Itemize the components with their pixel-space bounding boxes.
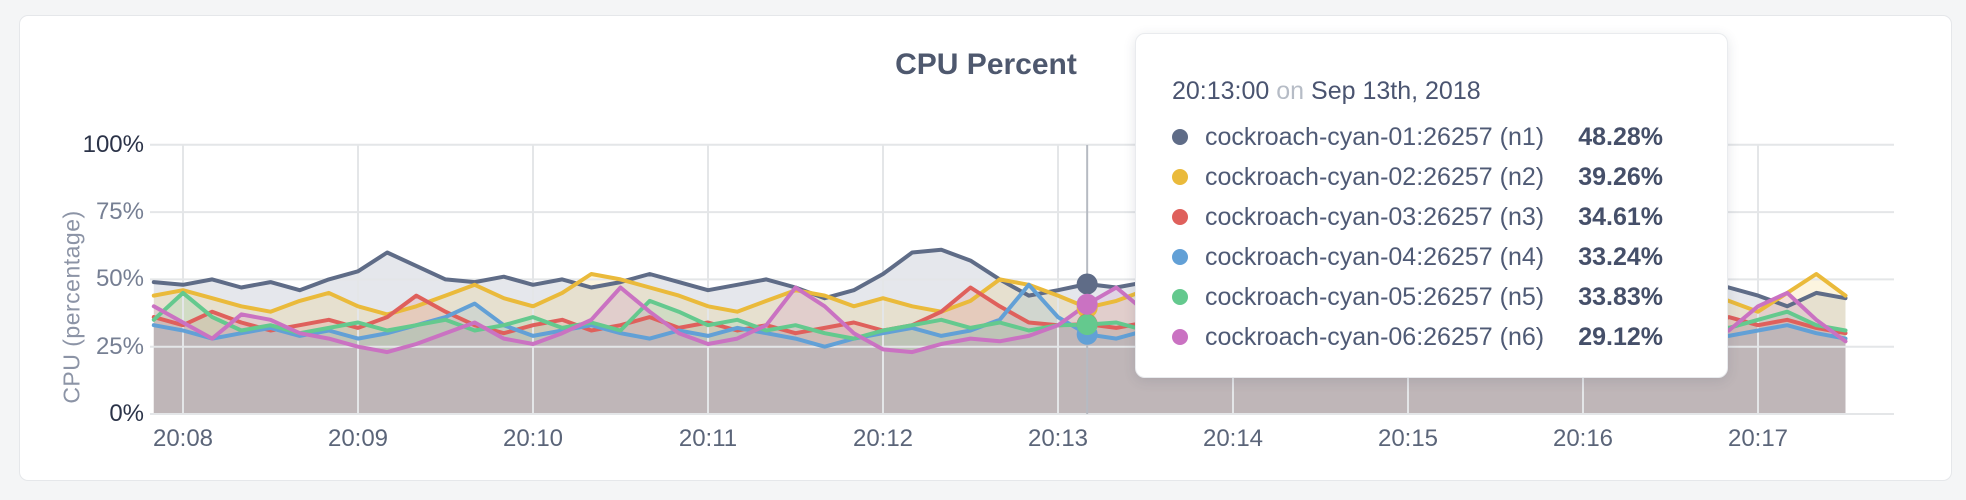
hover-dot-n6: [1076, 293, 1098, 315]
tooltip-row: cockroach-cyan-02:26257 (n2) 39.26%: [1172, 157, 1663, 197]
tooltip-time: 20:13:00: [1172, 77, 1270, 105]
x-tick-label: 20:15: [1377, 425, 1439, 452]
tooltip-row: cockroach-cyan-04:26257 (n4) 33.24%: [1172, 237, 1663, 277]
series-value: 33.24%: [1578, 243, 1663, 271]
series-color-dot-icon: [1172, 289, 1188, 305]
x-tick-label: 20:13: [1027, 425, 1089, 452]
series-value: 34.61%: [1578, 203, 1663, 231]
x-tick-label: 20:08: [152, 425, 214, 452]
series-area-n6: [153, 287, 1846, 414]
series-color-dot-icon: [1172, 249, 1188, 265]
tooltip-row: cockroach-cyan-01:26257 (n1) 48.28%: [1172, 117, 1663, 157]
series-name: cockroach-cyan-05:26257 (n5): [1205, 283, 1545, 311]
x-tick-label: 20:10: [502, 425, 564, 452]
y-tick-label: 0%: [109, 400, 144, 427]
y-tick-label: 100%: [82, 130, 144, 158]
series-name: cockroach-cyan-01:26257 (n1): [1205, 123, 1545, 151]
series-value: 48.28%: [1578, 123, 1663, 151]
series-value: 33.83%: [1578, 283, 1663, 311]
series-color-dot-icon: [1172, 169, 1188, 185]
x-tick-label: 20:12: [852, 425, 914, 452]
series-color-dot-icon: [1172, 129, 1188, 145]
tooltip-series-list: cockroach-cyan-01:26257 (n1) 48.28% cockro…: [1172, 117, 1663, 357]
tooltip-timestamp: 20:13:00 on Sep 13th, 2018: [1172, 74, 1663, 108]
x-tick-label: 20:09: [327, 425, 389, 452]
x-tick-label: 20:16: [1552, 425, 1614, 452]
hover-dot-n5: [1076, 314, 1098, 336]
tooltip-row: cockroach-cyan-05:26257 (n5) 33.83%: [1172, 277, 1663, 317]
hover-tooltip: 20:13:00 on Sep 13th, 2018 cockroach-cya…: [1135, 33, 1728, 378]
y-tick-label: 75%: [95, 198, 144, 226]
series-value: 29.12%: [1578, 323, 1663, 351]
x-tick-label: 20:14: [1202, 425, 1264, 452]
series-area-n4: [153, 284, 1846, 414]
series-area-n5: [153, 292, 1846, 414]
chart-title: CPU Percent: [895, 48, 1077, 81]
x-tick-label: 20:17: [1727, 425, 1789, 452]
x-tick-label: 20:11: [678, 425, 738, 452]
tooltip-connector: on: [1276, 77, 1305, 105]
series-name: cockroach-cyan-03:26257 (n3): [1205, 203, 1545, 231]
y-tick-label: 25%: [95, 332, 144, 360]
hover-dot-n1: [1076, 273, 1098, 295]
series-name: cockroach-cyan-06:26257 (n6): [1205, 323, 1545, 351]
series-color-dot-icon: [1172, 209, 1188, 225]
y-tick-label: 50%: [95, 265, 144, 293]
series-color-dot-icon: [1172, 329, 1188, 345]
series-name: cockroach-cyan-04:26257 (n4): [1205, 243, 1545, 271]
tooltip-row: cockroach-cyan-06:26257 (n6) 29.12%: [1172, 317, 1663, 357]
tooltip-row: cockroach-cyan-03:26257 (n3) 34.61%: [1172, 197, 1663, 237]
series-name: cockroach-cyan-02:26257 (n2): [1205, 163, 1545, 191]
series-value: 39.26%: [1578, 163, 1663, 191]
series-area-n3: [153, 287, 1846, 414]
tooltip-date: Sep 13th, 2018: [1311, 77, 1481, 105]
